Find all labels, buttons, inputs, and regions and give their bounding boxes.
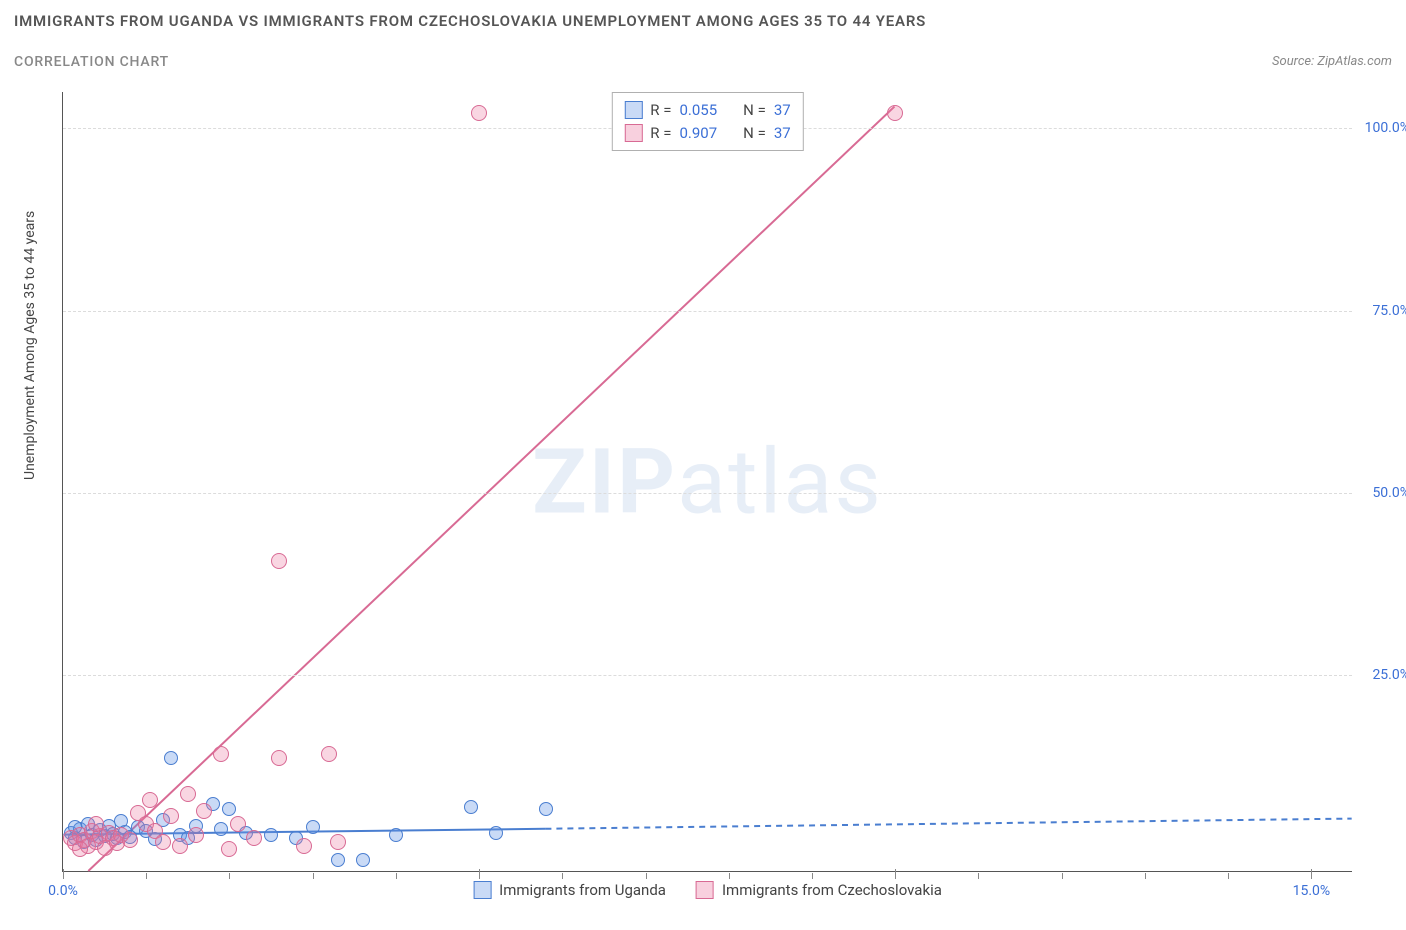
- swatch-pink-icon: [624, 124, 642, 142]
- x-tick: [562, 873, 563, 879]
- x-tick: [646, 873, 647, 879]
- swatch-pink-icon: [696, 881, 714, 899]
- legend-item-uganda: Immigrants from Uganda: [473, 881, 666, 899]
- n-value-uganda: 37: [774, 99, 791, 122]
- x-tick: [1311, 869, 1312, 879]
- gridline: [63, 311, 1352, 312]
- data-point: [222, 802, 236, 816]
- data-point: [464, 800, 478, 814]
- data-point: [230, 816, 246, 832]
- x-tick: [1145, 873, 1146, 879]
- data-point: [214, 822, 228, 836]
- swatch-blue-icon: [624, 101, 642, 119]
- data-point: [887, 105, 903, 121]
- data-point: [88, 816, 104, 832]
- stats-row-czech: R = 0.907 N = 37: [624, 122, 790, 145]
- y-tick-label: 100.0%: [1365, 120, 1406, 136]
- r-label: R =: [650, 122, 671, 145]
- x-tick-label: 0.0%: [48, 883, 78, 899]
- stats-row-uganda: R = 0.055 N = 37: [624, 99, 790, 122]
- data-point: [296, 838, 312, 854]
- legend-label-czech: Immigrants from Czechoslovakia: [722, 881, 942, 899]
- y-tick-label: 75.0%: [1372, 303, 1406, 319]
- gridline: [63, 675, 1352, 676]
- data-point: [122, 832, 138, 848]
- data-point: [246, 830, 262, 846]
- series-legend: Immigrants from Uganda Immigrants from C…: [473, 881, 942, 899]
- y-tick-label: 25.0%: [1372, 667, 1406, 683]
- r-value-czech: 0.907: [679, 122, 717, 145]
- n-label: N =: [743, 99, 766, 122]
- data-point: [271, 553, 287, 569]
- legend-item-czech: Immigrants from Czechoslovakia: [696, 881, 942, 899]
- data-point: [213, 746, 229, 762]
- data-point: [155, 834, 171, 850]
- data-point: [221, 841, 237, 857]
- data-point: [164, 751, 178, 765]
- watermark: ZIPatlas: [532, 429, 883, 534]
- data-point: [72, 841, 88, 857]
- chart-title: IMMIGRANTS FROM UGANDA VS IMMIGRANTS FRO…: [14, 12, 926, 30]
- x-tick: [1228, 873, 1229, 879]
- x-tick: [812, 873, 813, 879]
- y-axis-label: Unemployment Among Ages 35 to 44 years: [22, 211, 38, 480]
- data-point: [306, 820, 320, 834]
- gridline: [63, 493, 1352, 494]
- swatch-blue-icon: [473, 881, 491, 899]
- x-tick: [63, 869, 64, 879]
- x-tick: [978, 873, 979, 879]
- x-tick: [1062, 873, 1063, 879]
- r-value-uganda: 0.055: [679, 99, 717, 122]
- source-attribution: Source: ZipAtlas.com: [1272, 54, 1392, 69]
- r-label: R =: [650, 99, 671, 122]
- x-tick: [396, 873, 397, 879]
- x-tick: [146, 873, 147, 879]
- data-point: [271, 750, 287, 766]
- trend-lines-svg: [63, 92, 1352, 871]
- plot-area: ZIPatlas R = 0.055 N = 37 R = 0.907 N = …: [62, 92, 1352, 872]
- data-point: [172, 838, 188, 854]
- watermark-light: atlas: [677, 429, 883, 534]
- x-tick: [729, 873, 730, 879]
- data-point: [142, 792, 158, 808]
- n-value-czech: 37: [774, 122, 791, 145]
- data-point: [180, 786, 196, 802]
- data-point: [539, 802, 553, 816]
- data-point: [330, 834, 346, 850]
- stats-legend: R = 0.055 N = 37 R = 0.907 N = 37: [611, 92, 803, 151]
- x-tick: [479, 869, 480, 879]
- x-tick: [313, 873, 314, 879]
- data-point: [264, 828, 278, 842]
- x-tick: [895, 869, 896, 879]
- legend-label-uganda: Immigrants from Uganda: [499, 881, 666, 899]
- data-point: [196, 803, 212, 819]
- watermark-bold: ZIP: [532, 429, 677, 534]
- chart-subtitle: CORRELATION CHART: [14, 54, 169, 70]
- data-point: [356, 853, 370, 867]
- n-label: N =: [743, 122, 766, 145]
- x-tick-label: 15.0%: [1293, 883, 1331, 899]
- data-point: [321, 746, 337, 762]
- data-point: [489, 826, 503, 840]
- data-point: [389, 828, 403, 842]
- x-tick: [229, 873, 230, 879]
- data-point: [163, 808, 179, 824]
- data-point: [471, 105, 487, 121]
- data-point: [188, 827, 204, 843]
- y-tick-label: 50.0%: [1372, 485, 1406, 501]
- data-point: [331, 853, 345, 867]
